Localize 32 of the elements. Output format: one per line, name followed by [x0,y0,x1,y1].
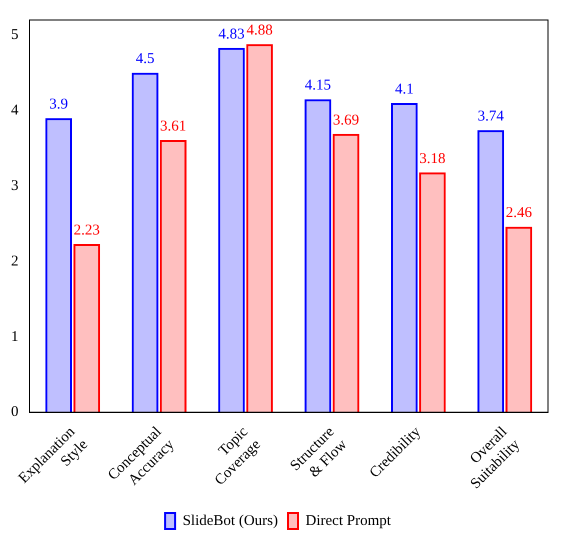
y-tick-label: 5 [11,27,18,44]
y-tick-label: 2 [11,253,18,270]
y-tick-label: 4 [11,102,19,118]
legend-label: SlideBot (Ours) [182,512,278,529]
data-label: 4.83 [218,26,245,42]
data-label: 4.88 [246,22,273,39]
bar [477,130,504,412]
data-label: 3.61 [160,118,186,134]
data-label: 3.18 [419,150,446,167]
bar [419,172,446,412]
y-tick-label: 3 [11,178,18,194]
legend-label: Direct Prompt [306,512,392,529]
bar [160,140,187,412]
bar [45,118,72,412]
bar [304,99,332,412]
bar [505,226,532,412]
bar [246,44,273,412]
data-label: 4.5 [136,51,154,68]
bar [390,102,418,412]
data-label: 3.74 [478,108,504,125]
bar [218,48,245,412]
data-label: 4.1 [394,81,414,98]
y-tick-label: 0 [11,404,18,420]
data-label: 4.15 [304,78,332,94]
bar [332,134,360,412]
bar [132,72,158,412]
data-label: 3.9 [49,96,68,113]
data-label: 2.46 [506,205,532,222]
bar [73,244,100,412]
data-label: 3.69 [332,112,360,128]
data-label: 2.23 [74,222,100,238]
y-tick-label: 1 [11,328,18,345]
